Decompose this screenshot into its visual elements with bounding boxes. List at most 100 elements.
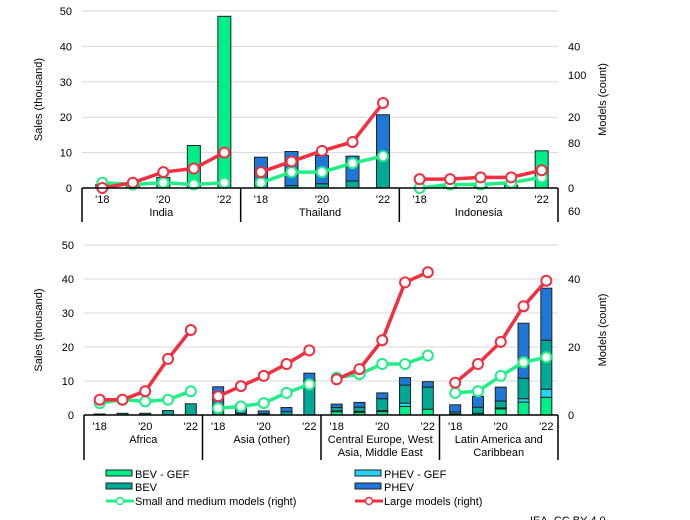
y2-tick-label: 40 xyxy=(568,41,580,53)
marker-large-models xyxy=(116,393,129,406)
x-tick-label: '22 xyxy=(421,421,435,433)
marker-large-models xyxy=(139,385,152,398)
legend-swatch-bev xyxy=(105,482,133,490)
bar-bev xyxy=(353,406,366,412)
group-label: Asia (other) xyxy=(233,434,290,446)
marker-large-models xyxy=(316,144,328,157)
bar-phev xyxy=(280,407,293,413)
x-tick-label: '20 xyxy=(257,421,271,433)
group-label: Latin America and xyxy=(455,434,543,446)
marker-large-models xyxy=(280,358,293,370)
legend-label: Large models (right) xyxy=(384,496,482,508)
y-axis-label: Sales (thousand) xyxy=(33,288,45,371)
bar-phev xyxy=(257,410,270,415)
marker-small-models xyxy=(399,358,412,370)
bar-bev-gef xyxy=(540,396,553,416)
group-label: Central Europe, West xyxy=(328,434,433,446)
marker-small-models xyxy=(494,369,507,382)
marker-large-models xyxy=(377,97,390,110)
x-tick-label: '18 xyxy=(93,421,107,433)
bar-phev xyxy=(353,401,366,408)
x-tick-label: '18 xyxy=(211,421,225,433)
marker-large-models xyxy=(303,344,316,357)
marker-large-models xyxy=(93,393,106,406)
bar-phev-gef xyxy=(517,398,530,403)
marker-large-models xyxy=(540,274,553,287)
marker-small-models xyxy=(212,402,225,415)
bar-bev-gef xyxy=(494,408,507,416)
marker-large-models xyxy=(346,135,359,148)
y2-tick-label: 0 xyxy=(568,183,574,195)
x-tick-label: '18 xyxy=(95,194,109,206)
marker-small-models xyxy=(346,157,359,170)
bar-phev xyxy=(376,392,389,400)
marker-small-models xyxy=(257,397,270,410)
group-label: Indonesia xyxy=(455,207,504,219)
x-tick-label: '20 xyxy=(156,194,170,206)
marker-large-models xyxy=(471,358,484,370)
x-tick-label: '18 xyxy=(330,421,344,433)
y-tick-label: 10 xyxy=(60,148,72,160)
legend-marker xyxy=(115,496,125,506)
x-tick-label: '20 xyxy=(375,421,389,433)
bar-bev xyxy=(471,406,484,414)
y-tick-label: 0 xyxy=(68,410,74,422)
bar-bev xyxy=(421,386,434,410)
bar-bev-gef xyxy=(217,15,232,189)
marker-small-models xyxy=(218,176,231,189)
bar-phev xyxy=(330,403,343,409)
x-tick-label: '22 xyxy=(184,421,198,433)
legend-label: BEV xyxy=(135,482,158,494)
source-note: IEA. CC BY 4.0 xyxy=(530,515,606,520)
x-tick-label: '22 xyxy=(539,421,553,433)
bar-phev-gef xyxy=(399,402,412,408)
x-tick-label: '18 xyxy=(254,194,268,206)
bar-bev xyxy=(399,384,412,404)
x-tick-label: '22 xyxy=(535,194,549,206)
marker-large-models xyxy=(474,171,487,184)
marker-large-models xyxy=(234,380,247,393)
bar-phev xyxy=(376,114,391,154)
marker-small-models xyxy=(471,385,484,398)
bar-phev xyxy=(471,395,484,408)
marker-small-models xyxy=(517,356,530,369)
y-tick-label: 40 xyxy=(62,274,74,286)
y2-tick-label: 60 xyxy=(568,206,580,218)
marker-large-models xyxy=(353,363,366,376)
y2-tick-label: 80 xyxy=(568,138,580,150)
marker-large-models xyxy=(535,164,548,177)
marker-large-models xyxy=(187,162,200,175)
bar-bev xyxy=(330,407,343,412)
marker-large-models xyxy=(218,146,231,159)
marker-large-models xyxy=(162,352,175,365)
bar-bev xyxy=(184,403,197,416)
y2-axis-label: Models (count) xyxy=(597,63,609,136)
bar-bev xyxy=(494,400,507,409)
marker-small-models xyxy=(449,386,462,399)
marker-large-models xyxy=(505,171,518,184)
marker-small-models xyxy=(376,358,389,370)
x-tick-label: '20 xyxy=(494,421,508,433)
bar-bev-gef xyxy=(421,408,434,416)
marker-small-models xyxy=(377,150,390,163)
marker-small-models xyxy=(421,349,434,362)
y2-tick-label: 20 xyxy=(568,112,580,124)
y-tick-label: 0 xyxy=(66,183,72,195)
marker-large-models xyxy=(184,324,197,336)
y-tick-label: 20 xyxy=(60,112,72,124)
marker-large-models xyxy=(421,266,434,279)
y-tick-label: 40 xyxy=(60,41,72,53)
legend-label: PHEV - GEF xyxy=(384,469,447,481)
bar-bev xyxy=(540,339,553,390)
bar-bev xyxy=(376,398,389,412)
marker-large-models xyxy=(449,376,462,389)
bar-phev xyxy=(449,404,462,413)
y-tick-label: 30 xyxy=(62,308,74,320)
bar-phev xyxy=(540,287,553,341)
marker-small-models xyxy=(280,386,293,399)
y-tick-label: 20 xyxy=(62,342,74,354)
legend-label: BEV - GEF xyxy=(135,469,190,481)
group-label: Caribbean xyxy=(473,447,524,459)
bar-phev-gef xyxy=(540,388,553,398)
marker-large-models xyxy=(126,176,139,189)
